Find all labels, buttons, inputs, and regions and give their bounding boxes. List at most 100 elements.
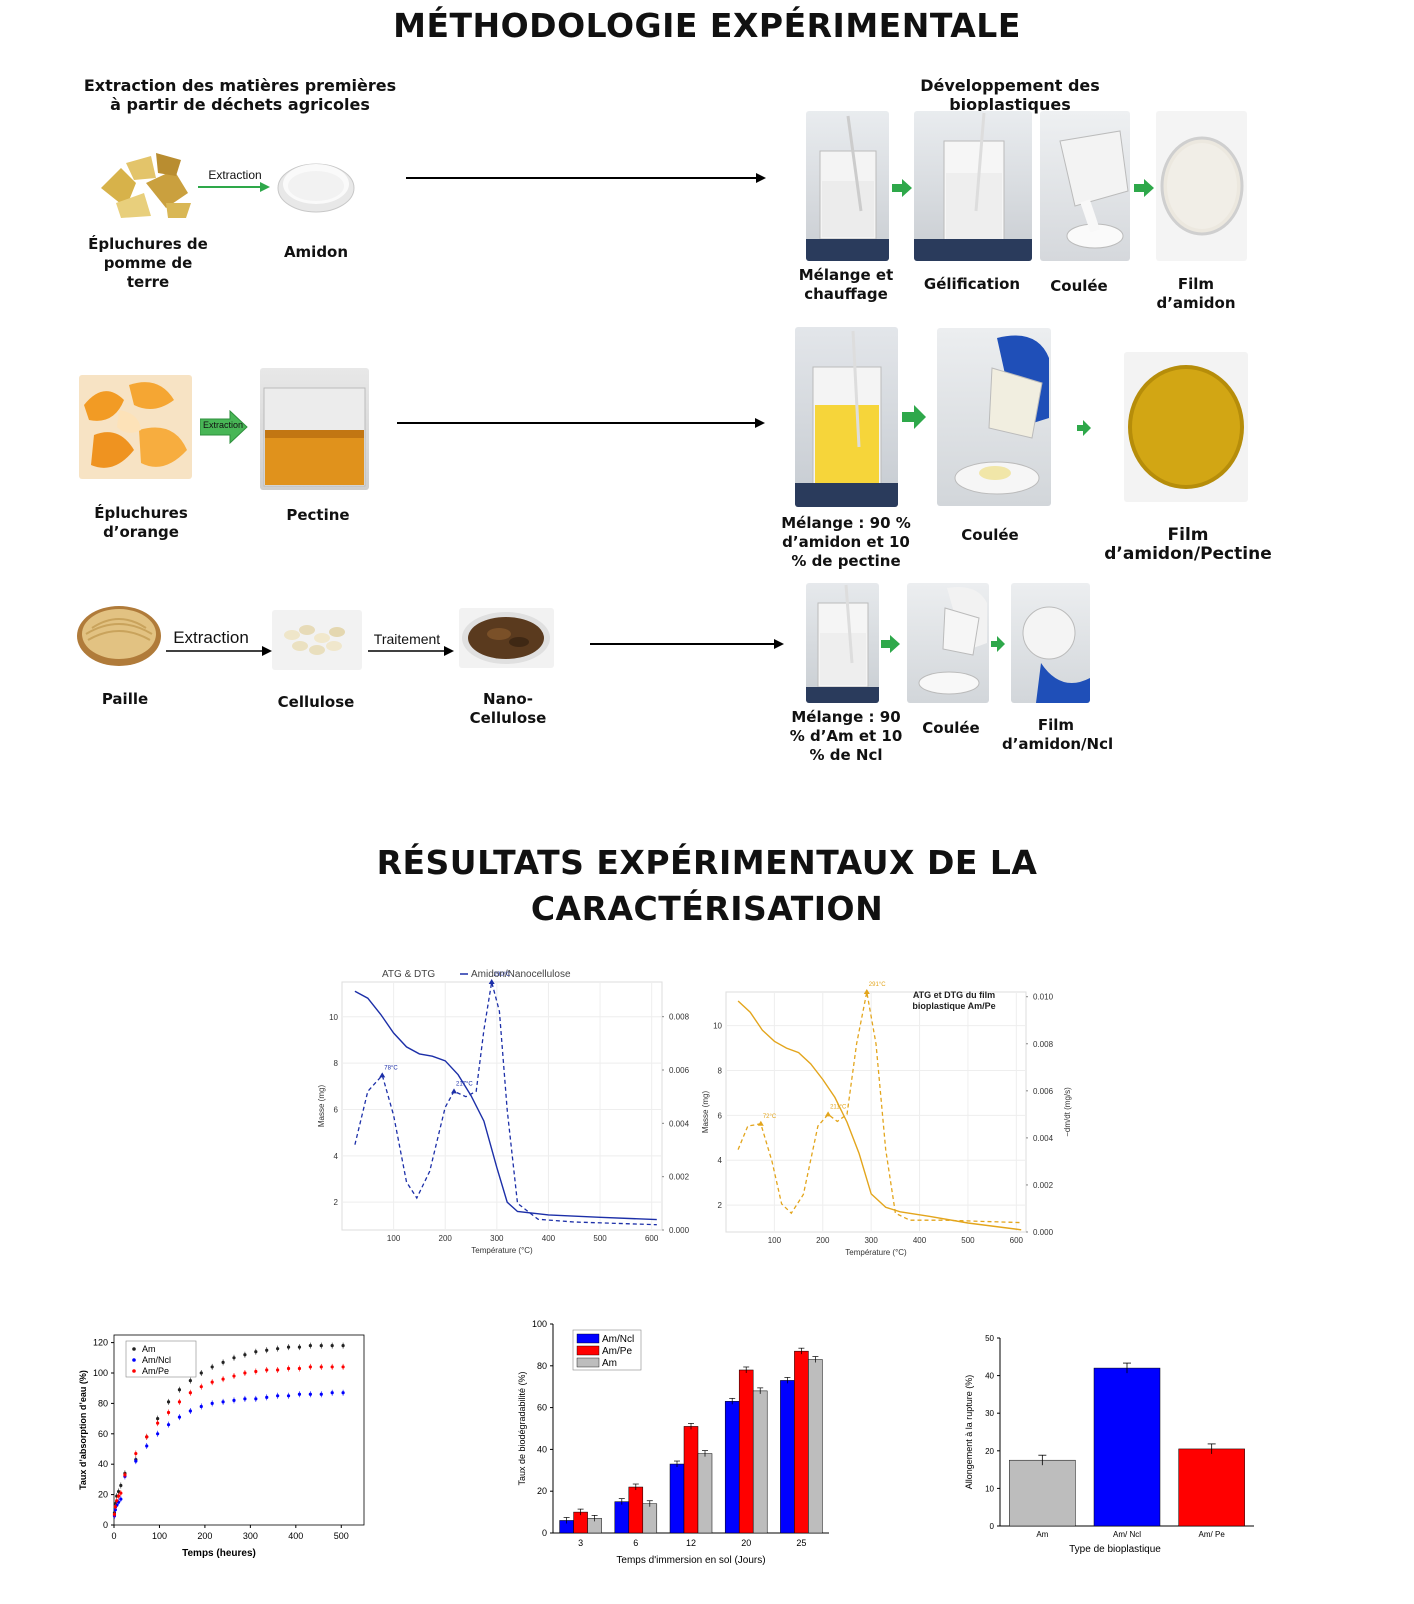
peak-annotation: 211°C <box>830 1104 847 1110</box>
data-point <box>297 1366 302 1371</box>
row2-step-2-label: Coulée <box>961 526 1019 544</box>
data-point <box>232 1356 236 1360</box>
x-tick-label: 400 <box>288 1531 303 1541</box>
data-point <box>221 1377 225 1381</box>
bar <box>1093 1367 1161 1527</box>
legend-swatch <box>576 1333 600 1344</box>
peak-marker <box>863 989 870 994</box>
data-point <box>286 1366 291 1371</box>
data-point <box>308 1365 312 1369</box>
starch-dish-image <box>276 154 356 216</box>
data-point <box>221 1360 225 1364</box>
row3-extraction-label: Extraction <box>173 628 249 647</box>
chart-title: ATG & DTG <box>382 969 435 980</box>
y-tick-label: 40 <box>985 1372 994 1381</box>
x-tick-label: 12 <box>686 1538 696 1548</box>
peak-annotation: 72°C <box>763 1114 777 1120</box>
plot-area <box>725 991 1027 1233</box>
row3-treatment-label: Traitement <box>373 631 441 647</box>
legend-box <box>125 1340 197 1378</box>
row2-casting-image <box>937 328 1051 506</box>
row2-step-arrow-1 <box>902 405 926 429</box>
data-point <box>199 1404 203 1409</box>
data-point <box>188 1391 192 1395</box>
row3-step-arrow-1 <box>881 635 900 653</box>
y2-tick-label: 0.006 <box>1033 1087 1054 1096</box>
row1-step-2-label: Gélification <box>923 275 1021 293</box>
chart-title-line1: ATG et DTG du film <box>913 990 995 1000</box>
y-tick-label: 10 <box>985 1484 994 1493</box>
data-point <box>243 1371 247 1375</box>
peak-marker <box>825 1111 832 1117</box>
straw-image <box>76 604 162 668</box>
y-tick-label: 6 <box>718 1111 723 1120</box>
row1-extraction-arrow <box>198 182 270 192</box>
y-tick-label: 120 <box>93 1338 108 1348</box>
data-point <box>254 1350 258 1354</box>
data-point <box>115 1499 119 1503</box>
data-point <box>166 1400 171 1404</box>
row3-mid-label: Cellulose <box>277 693 355 711</box>
data-point <box>276 1368 280 1372</box>
row3-step-arrow-2 <box>991 636 1005 652</box>
y-tick-label: 0 <box>542 1528 547 1538</box>
gelification-image <box>914 111 1032 261</box>
y2-tick-label: 0.008 <box>1033 1040 1054 1049</box>
row1-step-1-label: Mélange et chauffage <box>798 266 894 303</box>
data-point <box>156 1421 160 1425</box>
data-point <box>319 1365 323 1369</box>
data-point <box>156 1417 160 1421</box>
y2-tick-label: 0.000 <box>669 1226 690 1235</box>
row3-step-1-label: Mélange : 90 % d’Am et 10 % de Ncl <box>789 708 903 764</box>
data-point <box>177 1388 182 1392</box>
data-point <box>166 1410 171 1415</box>
bar <box>573 1511 588 1534</box>
x-tick-label: 0 <box>111 1531 116 1541</box>
data-point <box>188 1379 192 1383</box>
data-point <box>265 1395 269 1399</box>
chart-biodegradability: 0 20 40 60 80 100 3 6 12 20 25 Temps d'immersion en… <box>517 1319 829 1566</box>
x-tick-label: Am/ Ncl <box>1113 1530 1141 1539</box>
y-tick-label: 0 <box>103 1520 108 1530</box>
row3-main-arrow <box>590 639 784 649</box>
y-axis-label: Taux d’absorption d’eau (%) <box>78 1370 88 1490</box>
x-tick-label: 20 <box>741 1538 751 1548</box>
dtg-series-line <box>737 991 1022 1224</box>
atg-series-line <box>737 1000 1022 1231</box>
results-title-line1: RÉSULTATS EXPÉRIMENTAUX DE LA <box>376 843 1038 882</box>
data-point <box>156 1432 160 1436</box>
results-title-line2: CARACTÉRISATION <box>530 889 884 928</box>
bar <box>808 1359 823 1534</box>
legend-label: Amidon/Nanocellulose <box>471 969 571 980</box>
peak-marker <box>488 979 495 984</box>
legend-label: Am/Pe <box>602 1346 632 1357</box>
data-point <box>210 1401 214 1405</box>
x-tick-label: 500 <box>334 1531 349 1541</box>
extraction-header-line1: Extraction des matières premières <box>83 76 397 95</box>
data-point <box>199 1385 203 1389</box>
bar <box>669 1463 685 1534</box>
data-point <box>254 1369 258 1374</box>
x-tick-label: 400 <box>542 1234 556 1243</box>
x-tick-label: 100 <box>152 1531 167 1541</box>
bar <box>628 1486 644 1534</box>
data-point <box>199 1371 203 1375</box>
starch-pectin-film-image <box>1124 352 1248 502</box>
legend-label: Am/Pe <box>142 1366 169 1376</box>
bar <box>683 1426 699 1534</box>
row2-step-arrow-2 <box>1077 420 1091 436</box>
starch-film-image <box>1156 111 1247 261</box>
data-point <box>341 1344 345 1348</box>
row3-step-3-label: Film d’amidon/Ncl <box>1002 716 1114 753</box>
data-point <box>119 1483 123 1488</box>
data-point <box>330 1344 334 1348</box>
peak-annotation: 78°C <box>384 1065 398 1071</box>
pectin-image <box>260 368 369 490</box>
data-point <box>308 1344 312 1348</box>
chart-atg-dtg-nanocellulose: 100 200 300 400 500 600 2 4 6 8 10 0.000 0.002 0.004 0… <box>317 969 700 1255</box>
row2-extraction-arrow: Extraction <box>199 409 248 445</box>
y2-tick-label: 0.004 <box>669 1119 690 1128</box>
starch-ncl-film-image <box>1011 583 1090 703</box>
legend-marker <box>132 1347 136 1351</box>
data-point <box>210 1365 214 1369</box>
